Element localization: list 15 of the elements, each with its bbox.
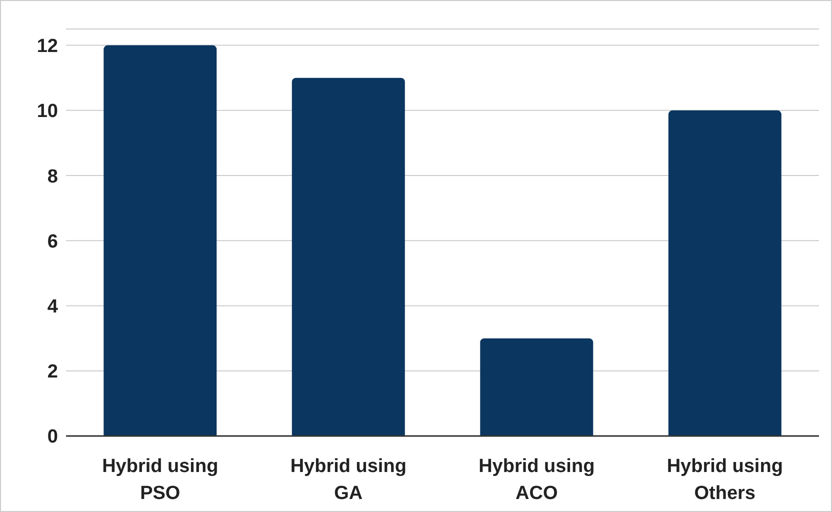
- y-tick-label: 6: [47, 231, 58, 252]
- x-tick-label: Hybrid using GA: [290, 456, 406, 504]
- y-tick-label: 4: [47, 296, 58, 318]
- bar: [292, 78, 405, 436]
- x-tick-label: Hybrid using PSO: [102, 456, 218, 504]
- x-tick-label: Hybrid using ACO: [478, 456, 595, 504]
- y-tick-label: 10: [36, 101, 58, 122]
- y-tick-label: 8: [47, 166, 58, 188]
- bar: [104, 45, 217, 436]
- bar: [480, 338, 594, 436]
- y-tick-label: 12: [36, 36, 58, 58]
- y-tick-label: 0: [47, 426, 58, 448]
- x-tick-label: Hybrid using Others: [666, 456, 783, 504]
- y-tick-label: 2: [47, 362, 58, 383]
- bar: [668, 110, 782, 436]
